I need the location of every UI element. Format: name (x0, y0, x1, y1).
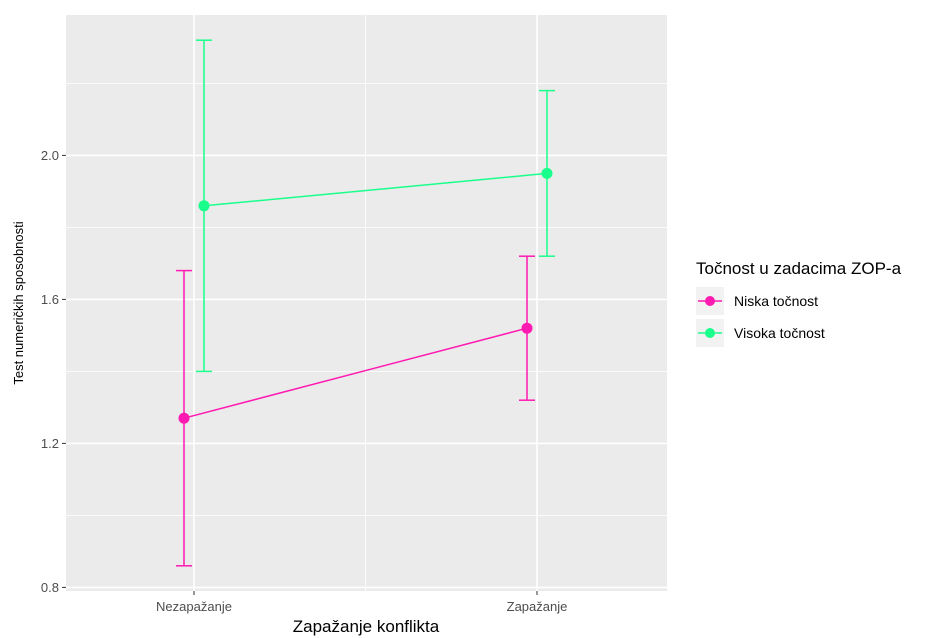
x-tick-label: Nezapažanje (156, 599, 232, 614)
x-tick-label: Zapažanje (507, 599, 568, 614)
y-tick-label: 0.8 (41, 580, 59, 595)
series-line (183, 327, 528, 419)
grid-major (66, 15, 667, 591)
y-tick-label: 1.2 (41, 436, 59, 451)
axis-ticks (62, 154, 538, 595)
legend-label: Visoka točnost (734, 325, 825, 341)
x-axis-title: Zapažanje konflikta (293, 617, 440, 636)
y-axis-title: Test numeričkih sposobnosti (11, 221, 26, 384)
data-point (198, 200, 210, 212)
series-0 (176, 255, 535, 567)
grid-minor (66, 15, 667, 591)
series-layer (176, 39, 555, 567)
series-1 (196, 39, 555, 373)
legend-label: Niska točnost (734, 293, 818, 309)
legend-key-point (705, 296, 715, 306)
legend-key-0 (696, 287, 724, 315)
y-tick-label: 2.0 (41, 148, 59, 163)
data-point (178, 412, 190, 424)
y-tick-label: 1.6 (41, 292, 59, 307)
x-tick-labels: Nezapažanje Zapažanje (156, 599, 567, 614)
legend: Točnost u zadacima ZOP-a Niska točnost Vi… (696, 259, 902, 347)
legend-key-1 (696, 319, 724, 347)
legend-key-point (705, 328, 715, 338)
plot-panel (66, 15, 667, 591)
y-tick-labels: 0.8 1.2 1.6 2.0 (41, 148, 59, 595)
data-point (521, 322, 533, 334)
series-line (203, 172, 548, 207)
legend-title: Točnost u zadacima ZOP-a (696, 259, 902, 278)
data-point (541, 167, 553, 179)
